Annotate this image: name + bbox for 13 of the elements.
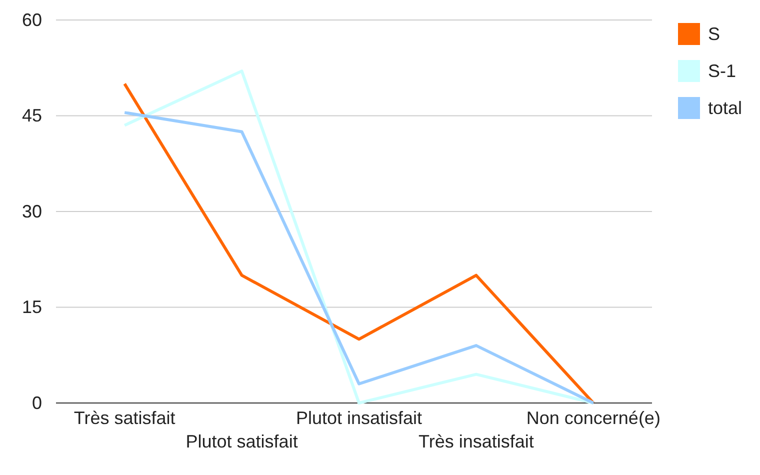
legend-label: total xyxy=(708,98,742,118)
x-tick-label: Très insatisfait xyxy=(418,431,534,452)
x-tick-label: Plutot insatisfait xyxy=(296,408,422,428)
x-tick-label: Très satisfait xyxy=(74,408,176,428)
legend-label: S xyxy=(708,24,720,44)
x-tick-label: Non concerné(e) xyxy=(526,408,660,428)
y-tick-label: 15 xyxy=(22,297,42,318)
y-tick-label: 0 xyxy=(32,392,42,413)
y-tick-label: 30 xyxy=(22,201,42,222)
legend-label: S-1 xyxy=(708,61,736,81)
y-tick-label: 45 xyxy=(22,106,42,126)
x-tick-label: Plutot satisfait xyxy=(186,431,298,452)
y-tick-label: 60 xyxy=(22,10,42,30)
